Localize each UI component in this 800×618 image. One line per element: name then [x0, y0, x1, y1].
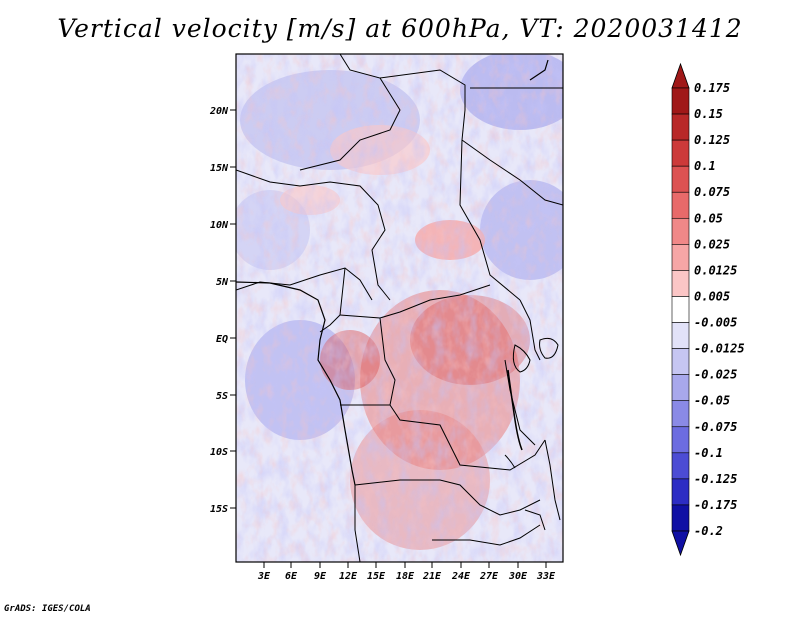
colorbar-label: 0.175: [694, 81, 730, 95]
colorbar-swatch: [671, 296, 690, 323]
lat-tick-label: 15S: [210, 504, 228, 515]
lat-axis: 20N 15N 10N 5N EQ 5S 10S 15S: [209, 106, 236, 515]
lon-tick-label: 27E: [479, 571, 499, 582]
lon-tick-label: 18E: [396, 571, 415, 582]
colorbar-swatch: [671, 87, 690, 115]
colorbar-label: 0.025: [694, 237, 730, 251]
page-title: Vertical velocity [m/s] at 600hPa, VT: 2…: [57, 14, 743, 43]
lon-tick-label: 3E: [257, 571, 271, 582]
lon-tick-label: 33E: [536, 571, 556, 582]
colorbar-swatch: [671, 426, 690, 454]
lat-tick-label: EQ: [216, 334, 228, 345]
colorbar-label: 0.005: [694, 289, 730, 303]
colorbar-max-arrow: [671, 62, 690, 89]
colorbar-swatch: [671, 322, 690, 349]
map-border: [235, 53, 564, 563]
colorbar-swatch: [671, 452, 690, 480]
colorbar-label: 0.075: [694, 185, 730, 199]
lon-tick-label: 30E: [508, 571, 528, 582]
colorbar: 0.175 0.15 0.125 0.1 0.075 0.05 0.025 0.0125 0.0…: [671, 62, 745, 557]
colorbar-label: -0.175: [694, 498, 737, 512]
colorbar-label: -0.2: [694, 524, 723, 538]
lon-axis: 3E 6E 9E 12E 15E 18E 21E 24E 27E 30E 33E: [257, 562, 556, 582]
colorbar-swatch: [671, 244, 690, 271]
colorbar-label: -0.005: [694, 316, 737, 330]
colorbar-swatch: [671, 478, 690, 506]
colorbar-label: 0.15: [694, 107, 723, 121]
colorbar-swatch: [671, 374, 690, 402]
colorbar-swatch: [671, 348, 690, 375]
colorbar-label: 0.0125: [694, 263, 737, 277]
lat-tick-label: 15N: [210, 163, 229, 174]
colorbar-swatch: [671, 139, 690, 167]
colorbar-label: -0.05: [694, 394, 730, 408]
lon-tick-label: 6E: [285, 571, 298, 582]
colorbar-label: 0.05: [694, 211, 723, 225]
lon-tick-label: 9E: [314, 571, 327, 582]
colorbar-label: -0.025: [694, 368, 737, 382]
lat-tick-label: 20N: [209, 106, 229, 117]
lon-tick-label: 15E: [367, 571, 386, 582]
colorbar-label: -0.125: [694, 472, 737, 486]
map-frame: 20N 15N 10N 5N EQ 5S 10S 15S 3E 6E 9E 12…: [209, 53, 564, 582]
lat-tick-label: 10S: [210, 447, 228, 458]
colorbar-swatch: [671, 400, 690, 428]
credit-text: GrADS: IGES/COLA: [4, 604, 91, 614]
colorbar-swatch: [671, 113, 690, 141]
colorbar-label: 0.1: [694, 159, 716, 173]
colorbar-swatch: [671, 504, 690, 532]
lon-tick-label: 24E: [451, 571, 471, 582]
colorbar-min-arrow: [671, 530, 690, 557]
lon-tick-label: 21E: [422, 571, 442, 582]
lat-tick-label: 5N: [216, 277, 229, 288]
colorbar-label: -0.0125: [694, 342, 745, 356]
colorbar-swatch: [671, 191, 690, 219]
velocity-field: [236, 54, 563, 562]
lat-tick-label: 10N: [210, 220, 229, 231]
colorbar-swatch: [671, 165, 690, 193]
colorbar-label: -0.075: [694, 420, 737, 434]
colorbar-swatch: [671, 270, 690, 297]
colorbar-label: -0.1: [694, 446, 723, 460]
country-borders: [236, 54, 563, 562]
colorbar-swatch: [671, 217, 690, 245]
lon-tick-label: 12E: [339, 571, 358, 582]
lat-tick-label: 5S: [216, 391, 228, 402]
colorbar-label: 0.125: [694, 133, 730, 147]
